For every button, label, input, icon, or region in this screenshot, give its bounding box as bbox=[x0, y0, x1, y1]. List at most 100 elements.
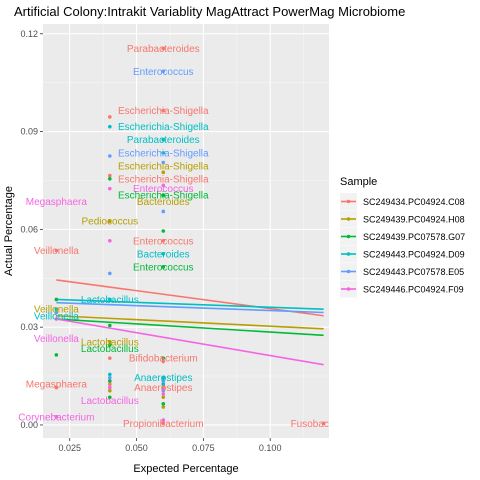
point-label: Fusobacterium bbox=[291, 419, 357, 430]
data-point bbox=[108, 356, 112, 360]
data-point bbox=[161, 418, 166, 422]
data-point bbox=[108, 271, 112, 276]
legend-item: SC249434.PC04924.C08 bbox=[340, 193, 465, 210]
point-label: Veillonella bbox=[34, 246, 79, 257]
point-label: Bacteroides bbox=[137, 249, 190, 260]
point-label: Lactobacillus bbox=[81, 396, 139, 407]
point-labels: ParabacteroidesEnterococcusEscherichia-S… bbox=[18, 44, 357, 430]
point-label: Megasphaera bbox=[26, 380, 88, 391]
data-point bbox=[108, 343, 112, 347]
data-point bbox=[161, 401, 166, 406]
legend-item: SC249439.PC07578.G07 bbox=[340, 228, 465, 245]
data-point bbox=[108, 375, 112, 380]
data-point bbox=[108, 219, 112, 224]
legend-label: SC249443.PC04924.D09 bbox=[363, 250, 465, 260]
data-point bbox=[108, 382, 112, 387]
data-point bbox=[108, 238, 112, 243]
data-point bbox=[161, 160, 166, 165]
x-axis: 0.025 0.050 0.075 0.100 bbox=[58, 438, 281, 453]
data-point bbox=[161, 359, 166, 364]
data-point bbox=[161, 385, 166, 390]
point-label: Escherichia-Shigella bbox=[118, 174, 209, 185]
x-axis-title: Expected Percentage bbox=[133, 463, 238, 475]
trend-lines bbox=[56, 279, 324, 366]
data-point bbox=[54, 310, 59, 315]
trend-line bbox=[56, 314, 324, 330]
data-point bbox=[161, 238, 166, 243]
data-point bbox=[161, 388, 166, 393]
x-tick-label: 0.025 bbox=[58, 443, 81, 453]
y-tick-label: 0.03 bbox=[20, 322, 38, 332]
data-point bbox=[108, 115, 112, 119]
trend-line bbox=[56, 279, 324, 317]
y-tick-label: 0.09 bbox=[20, 127, 38, 137]
legend-label: SC249434.PC04924.C08 bbox=[363, 197, 465, 207]
point-label: Parabacteroides bbox=[127, 135, 200, 146]
point-label: Enterococcus bbox=[133, 184, 194, 195]
legend-key-point bbox=[346, 252, 351, 256]
data-point bbox=[161, 150, 166, 155]
data-point bbox=[161, 229, 166, 233]
data-point bbox=[108, 385, 112, 390]
data-point bbox=[108, 186, 112, 191]
point-label: Anaerostipes bbox=[134, 383, 192, 394]
point-label: Enterococcus bbox=[133, 67, 194, 78]
data-point bbox=[321, 421, 326, 426]
data-point bbox=[161, 356, 166, 360]
point-label: Enterococcus bbox=[133, 262, 194, 273]
y-tick-label: 0.00 bbox=[20, 420, 38, 430]
legend-label: SC249446.PC04924.F09 bbox=[363, 285, 464, 295]
y-axis: 0.00 0.03 0.06 0.09 0.12 bbox=[20, 29, 43, 430]
legend-label: SC249443.PC07578.E05 bbox=[363, 267, 464, 277]
data-point bbox=[161, 183, 166, 188]
data-point bbox=[108, 395, 112, 400]
legend: Sample SC249434.PC04924.C08 SC249439.PC04… bbox=[340, 176, 465, 298]
y-tick-label: 0.12 bbox=[20, 29, 38, 39]
point-label: Escherichia-Shigella bbox=[118, 122, 209, 133]
data-point bbox=[161, 375, 166, 380]
data-point bbox=[54, 415, 59, 419]
data-point bbox=[108, 173, 112, 178]
legend-key-point bbox=[346, 287, 351, 291]
point-label: Lactobacillus bbox=[81, 295, 139, 306]
y-tick-label: 0.06 bbox=[20, 224, 38, 234]
data-point bbox=[108, 372, 112, 377]
legend-label: SC249439.PC07578.G07 bbox=[363, 232, 465, 242]
data-point bbox=[54, 297, 59, 302]
legend-key-point bbox=[346, 234, 351, 239]
point-label: Propionibacterium bbox=[123, 419, 204, 430]
point-label: Lactobacillus bbox=[81, 344, 139, 355]
legend-item: SC249443.PC04924.D09 bbox=[340, 245, 465, 263]
point-label: Pediococcus bbox=[81, 217, 138, 228]
data-point bbox=[161, 69, 166, 74]
data-point bbox=[108, 323, 112, 328]
data-point bbox=[108, 124, 112, 129]
legend-title: Sample bbox=[340, 176, 377, 188]
legend-label: SC249439.PC04924.H08 bbox=[363, 215, 465, 225]
data-point bbox=[108, 297, 112, 302]
data-point bbox=[161, 392, 166, 396]
legend-item: SC249439.PC04924.H08 bbox=[340, 210, 465, 228]
legend-key-point bbox=[346, 199, 351, 204]
data-point bbox=[161, 395, 166, 400]
data-point bbox=[108, 379, 112, 383]
data-point bbox=[161, 108, 166, 113]
data-point bbox=[54, 248, 59, 253]
point-label: Megasphaera bbox=[26, 197, 88, 208]
x-tick-label: 0.100 bbox=[259, 443, 282, 453]
data-point bbox=[161, 405, 166, 409]
data-point bbox=[161, 193, 166, 197]
x-tick-label: 0.050 bbox=[125, 443, 148, 453]
data-point bbox=[161, 209, 166, 214]
point-label: Veillonella bbox=[34, 311, 79, 322]
point-label: Bifidobacterium bbox=[129, 354, 198, 365]
point-label: Veillonella bbox=[34, 305, 79, 316]
data-point bbox=[54, 353, 59, 357]
data-point bbox=[161, 379, 166, 383]
trend-line bbox=[56, 318, 324, 366]
point-label: Bacteroides bbox=[137, 197, 190, 208]
point-label: Anaerostipes bbox=[134, 373, 192, 384]
data-point bbox=[161, 170, 166, 175]
point-label: Escherichia-Shigella bbox=[118, 191, 209, 202]
